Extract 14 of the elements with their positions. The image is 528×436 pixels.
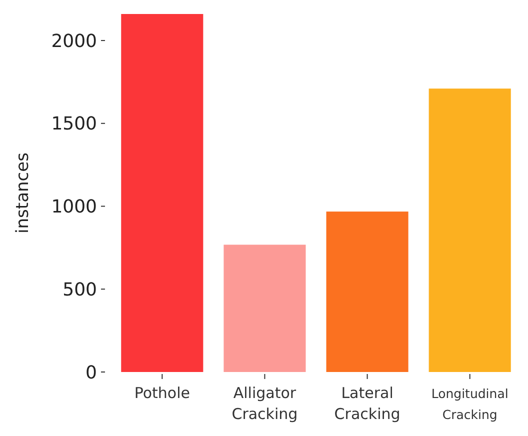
x-tick-label: Lateral Cracking xyxy=(334,384,400,423)
bar xyxy=(326,212,408,372)
y-tick-label: 1000 xyxy=(51,196,97,218)
y-tick-label: 2000 xyxy=(51,30,97,52)
y-tick-label: 500 xyxy=(62,279,97,300)
x-tick-label: Pothole xyxy=(134,384,190,402)
bar xyxy=(121,14,204,372)
y-tick-label: 0 xyxy=(86,362,97,384)
y-axis-title: instances xyxy=(13,152,33,234)
x-tick-label: Longitudinal Cracking xyxy=(431,386,508,422)
y-tick-label: 1500 xyxy=(51,114,97,135)
bar xyxy=(428,88,511,372)
bar xyxy=(224,244,306,372)
x-tick-label: Alligator Cracking xyxy=(232,384,298,423)
